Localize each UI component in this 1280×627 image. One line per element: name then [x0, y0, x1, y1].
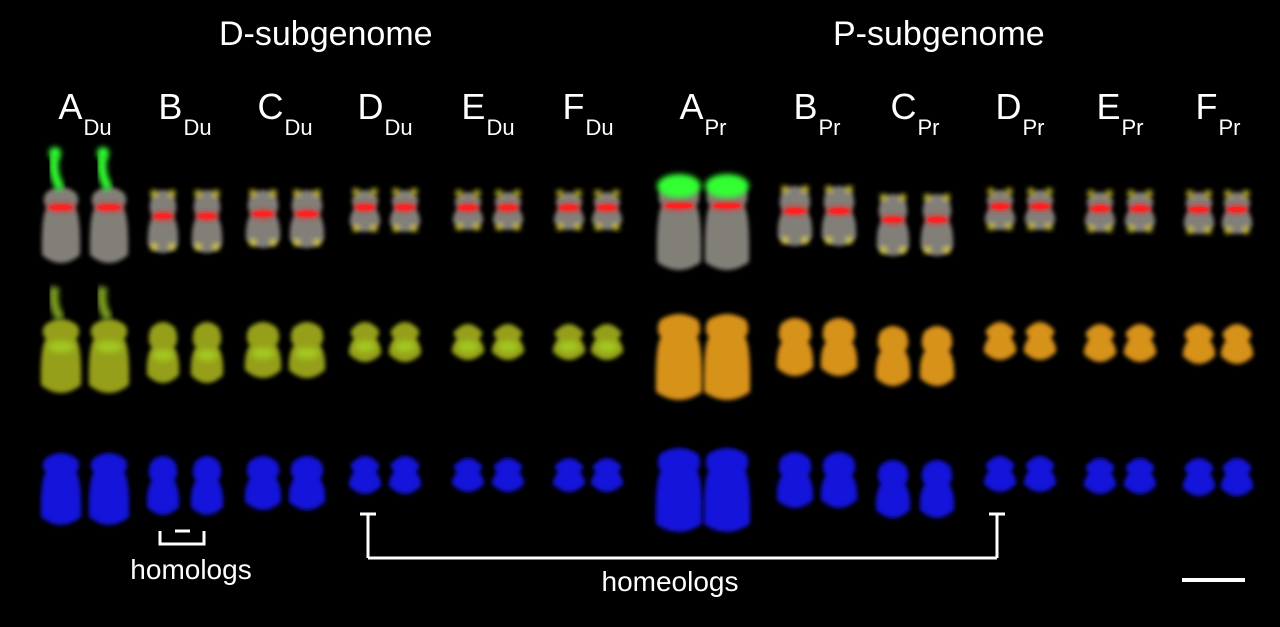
fish-chromosome-f-du-2 — [591, 190, 623, 231]
fish-chromosome-f-pr-2 — [1221, 190, 1253, 234]
dapi-chromosome-d-pr-1 — [983, 456, 1017, 492]
fish-chromosome-d-du-1 — [349, 188, 381, 232]
fish-row — [41, 147, 1253, 270]
column-label-e-pr: EPr — [1096, 86, 1144, 140]
column-label-d-pr: DPr — [995, 86, 1045, 140]
fish-chromosome-c-du-1 — [245, 189, 281, 248]
merged-chromosome-f-du-2 — [590, 324, 624, 360]
homeologs-label: homeologs — [601, 566, 739, 597]
merged-chromosome-b-pr-1 — [776, 318, 814, 376]
dapi-chromosome-e-du-1 — [451, 458, 485, 492]
fish-chromosome-c-du-2 — [289, 189, 325, 248]
dapi-row — [40, 448, 1254, 532]
merged-chromosome-f-du-1 — [552, 324, 586, 360]
dapi-chromosome-b-du-2 — [190, 456, 224, 515]
dapi-chromosome-e-pr-1 — [1083, 458, 1117, 494]
column-label-d-du: DDu — [357, 86, 413, 140]
fish-chromosome-a-du-1 — [41, 147, 81, 263]
fish-chromosome-d-pr-2 — [1024, 188, 1056, 230]
dapi-chromosome-e-pr-2 — [1123, 458, 1157, 494]
fish-chromosome-f-du-1 — [553, 190, 585, 231]
dapi-chromosome-e-du-2 — [491, 458, 525, 492]
d-subgenome-heading: D-subgenome — [219, 15, 433, 53]
column-label-a-pr: APr — [679, 86, 727, 140]
merged-chromosome-d-du-1 — [348, 322, 382, 362]
homologs-bracket — [158, 529, 206, 546]
dapi-chromosome-f-pr-1 — [1182, 458, 1216, 496]
dapi-chromosome-a-du-1 — [40, 453, 82, 525]
fish-chromosome-b-pr-2 — [821, 185, 857, 246]
merged-chromosome-b-du-1 — [146, 322, 180, 383]
column-label-f-pr: FPr — [1195, 86, 1241, 140]
merged-chromosome-c-du-1 — [244, 322, 282, 378]
dapi-chromosome-d-du-1 — [348, 456, 382, 494]
dapi-chromosome-a-du-2 — [88, 453, 130, 525]
merged-chromosome-f-pr-2 — [1220, 324, 1254, 364]
fish-chromosome-f-pr-1 — [1183, 190, 1215, 234]
dapi-chromosome-f-du-1 — [552, 458, 586, 492]
dapi-chromosome-d-pr-2 — [1023, 456, 1057, 492]
dapi-chromosome-d-du-2 — [388, 456, 422, 494]
column-label-b-du: BDu — [158, 86, 212, 140]
column-label-c-pr: CPr — [890, 86, 940, 140]
fish-chromosome-a-pr-1 — [656, 174, 702, 270]
column-label-e-du: EDu — [461, 86, 515, 140]
column-label-c-du: CDu — [257, 86, 313, 140]
fish-chromosome-e-pr-1 — [1084, 190, 1116, 232]
fish-chromosome-b-du-2 — [191, 190, 223, 253]
fish-chromosome-c-pr-2 — [920, 194, 954, 256]
column-label-a-du: ADu — [58, 86, 112, 140]
merged-chromosome-d-pr-1 — [983, 322, 1017, 360]
dapi-chromosome-c-pr-2 — [919, 460, 955, 518]
merged-chromosome-a-pr-2 — [703, 314, 751, 400]
merged-chromosome-b-pr-2 — [820, 318, 858, 376]
merged-chromosome-d-du-2 — [388, 322, 422, 362]
fish-chromosome-d-du-2 — [389, 188, 421, 232]
fish-chromosome-e-du-1 — [452, 190, 484, 231]
merged-chromosome-c-pr-1 — [875, 326, 911, 386]
fish-chromosome-d-pr-1 — [984, 188, 1016, 230]
dapi-chromosome-b-du-1 — [146, 456, 180, 515]
merged-chromosome-e-pr-1 — [1083, 324, 1117, 362]
fish-chromosome-a-pr-2 — [704, 174, 750, 270]
merged-chromosome-a-du-2 — [88, 286, 130, 393]
merged-chromosome-e-du-1 — [451, 324, 485, 360]
dapi-chromosome-a-pr-2 — [703, 448, 751, 532]
p-subgenome-heading: P-subgenome — [833, 15, 1045, 53]
fish-chromosome-e-pr-2 — [1124, 190, 1156, 232]
dapi-chromosome-f-pr-2 — [1220, 458, 1254, 496]
merged-chromosome-e-pr-2 — [1123, 324, 1157, 362]
merged-chromosome-d-pr-2 — [1023, 322, 1057, 360]
dapi-chromosome-b-pr-1 — [776, 452, 814, 508]
fish-chromosome-b-pr-1 — [777, 185, 813, 246]
dapi-chromosome-b-pr-2 — [820, 452, 858, 508]
merged-chromosome-a-pr-1 — [655, 314, 703, 400]
merged-chromosome-f-pr-1 — [1182, 324, 1216, 364]
merged-chromosome-b-du-2 — [190, 322, 224, 383]
fish-chromosome-c-pr-1 — [876, 194, 910, 256]
merged-chromosome-e-du-2 — [491, 324, 525, 360]
merged-row — [40, 286, 1254, 400]
homologs-label: homologs — [130, 554, 252, 585]
fish-chromosome-b-du-1 — [147, 190, 179, 253]
column-label-b-pr: BPr — [793, 86, 841, 140]
fish-chromosome-a-du-2 — [89, 147, 129, 263]
dapi-chromosome-a-pr-1 — [655, 448, 703, 532]
merged-chromosome-c-du-2 — [288, 322, 326, 378]
dapi-chromosome-c-pr-1 — [875, 460, 911, 518]
dapi-chromosome-c-du-2 — [288, 456, 326, 510]
dapi-chromosome-f-du-2 — [590, 458, 624, 492]
fish-chromosome-e-du-2 — [492, 190, 524, 231]
merged-chromosome-a-du-1 — [40, 286, 82, 393]
dapi-chromosome-c-du-1 — [244, 456, 282, 510]
merged-chromosome-c-pr-2 — [919, 326, 955, 386]
homeologs-bracket — [360, 512, 1005, 560]
column-label-f-du: FDu — [562, 86, 614, 140]
